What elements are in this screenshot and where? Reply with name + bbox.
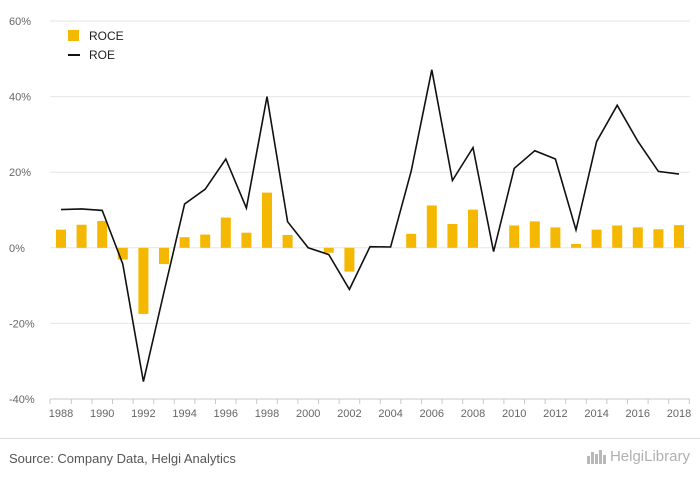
roce-bar-2011[interactable]	[529, 221, 540, 248]
x-tick-label: 2010	[502, 408, 526, 420]
roe-line-group	[60, 69, 680, 382]
roce-bar-1996[interactable]	[220, 217, 231, 248]
x-tick-label: 1992	[131, 408, 155, 420]
roce-bar-2007[interactable]	[447, 223, 458, 248]
brand-name: HelgiLibrary	[609, 448, 690, 465]
roce-bar-1992[interactable]	[138, 247, 149, 314]
roce-bar-1991[interactable]	[117, 247, 128, 260]
roce-bar-2006[interactable]	[426, 205, 437, 248]
roce-bar-2017[interactable]	[653, 229, 664, 248]
y-tick-label: 20%	[9, 167, 31, 179]
roce-bar-2012[interactable]	[550, 227, 561, 248]
roce-bar-2014[interactable]	[591, 229, 602, 248]
roce-bar-1997[interactable]	[241, 232, 252, 248]
roe-line[interactable]	[60, 69, 680, 382]
x-tick-label: 2000	[296, 408, 320, 420]
roce-bar-1998[interactable]	[262, 192, 272, 248]
source-note: Source: Company Data, Helgi Analytics	[9, 451, 236, 466]
roce-bar-1993[interactable]	[159, 247, 169, 265]
x-tick-label: 2006	[420, 408, 444, 420]
roce-bar-2018[interactable]	[674, 225, 684, 248]
x-tick-label: 2004	[378, 408, 402, 420]
roce-bar-1989[interactable]	[76, 224, 87, 248]
roce-bar-2002[interactable]	[344, 247, 355, 272]
roce-bar-1990[interactable]	[97, 220, 108, 248]
x-tick-label: 1996	[214, 408, 238, 420]
y-axis-ticks: -40% -20% 0% 20% 40% 60%	[9, 16, 35, 406]
roce-bar-1994[interactable]	[179, 237, 190, 248]
x-tick-label: 1998	[255, 408, 279, 420]
x-tick-label: 1994	[172, 408, 196, 420]
footer: Source: Company Data, Helgi Analytics He…	[0, 438, 700, 484]
roce-bar-1988[interactable]	[56, 229, 66, 248]
roce-bar-1999[interactable]	[282, 234, 293, 248]
roce-bars	[56, 192, 684, 314]
roce-bar-2005[interactable]	[406, 233, 417, 248]
y-tick-label: -20%	[9, 318, 35, 330]
y-tick-label: 40%	[9, 92, 31, 104]
roce-bar-2010[interactable]	[509, 225, 520, 248]
legend-label-roe: ROE	[89, 48, 115, 62]
y-tick-label: -40%	[9, 394, 35, 406]
x-tick-label: 2016	[626, 408, 650, 420]
roce-bar-2013[interactable]	[571, 244, 581, 248]
x-tick-label: 1988	[49, 408, 73, 420]
roce-bar-2008[interactable]	[468, 209, 478, 248]
x-tick-label: 2014	[584, 408, 608, 420]
roce-bar-2015[interactable]	[612, 225, 623, 248]
x-tick-label: 2008	[461, 408, 485, 420]
roce-bar-2001[interactable]	[323, 247, 334, 253]
roce-bar-1995[interactable]	[200, 234, 211, 248]
y-tick-label: 60%	[9, 16, 31, 28]
legend: ROCE ROE	[68, 29, 124, 62]
grid-lines	[50, 20, 690, 400]
x-tick-label: 2002	[337, 408, 361, 420]
y-tick-label: 0%	[9, 243, 25, 255]
x-tick-label: 1990	[90, 408, 114, 420]
legend-item-roce[interactable]: ROCE	[68, 29, 124, 43]
library-icon	[586, 449, 606, 464]
legend-label-roce: ROCE	[89, 29, 124, 43]
brand-logo: HelgiLibrary	[586, 448, 690, 465]
chart-svg: -40% -20% 0% 20% 40% 60% 1988 1990 1992 1994 1996…	[9, 16, 691, 420]
legend-item-roe[interactable]: ROE	[68, 48, 115, 62]
x-tick-label: 2018	[667, 408, 691, 420]
x-axis: 1988 1990 1992 1994 1996 1998 2000 2002 2004 2006…	[49, 398, 691, 420]
legend-swatch-roce	[68, 30, 79, 41]
roce-bar-2016[interactable]	[632, 227, 643, 248]
x-tick-label: 2012	[543, 408, 567, 420]
